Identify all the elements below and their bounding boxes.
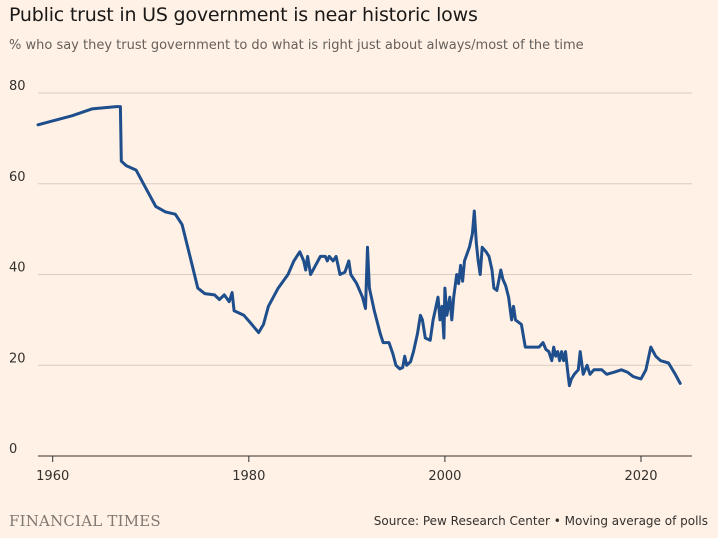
x-tick-label: 2020 [624, 469, 657, 484]
chart-subtitle: % who say they trust government to do wh… [9, 38, 584, 53]
y-tick-label: 60 [9, 170, 26, 185]
ft-logo: FINANCIAL TIMES [9, 512, 161, 530]
y-tick-label: 40 [9, 261, 26, 276]
y-tick-label: 80 [9, 79, 26, 94]
source-note: Source: Pew Research Center • Moving ave… [373, 514, 708, 528]
trust-series-line [36, 105, 682, 388]
y-tick-label: 20 [9, 351, 26, 366]
y-tick-label: 0 [9, 442, 17, 457]
x-tick-label: 2000 [428, 469, 461, 484]
chart-title: Public trust in US government is near hi… [9, 4, 478, 26]
y-axis-ticks: 0 20 40 60 80 [9, 79, 26, 457]
x-axis-ticks: 1960 1980 2000 2020 [36, 456, 658, 484]
series-group [36, 105, 682, 388]
x-tick-label: 1980 [232, 469, 265, 484]
gridlines [38, 92, 692, 457]
x-tick-label: 1960 [36, 469, 69, 484]
